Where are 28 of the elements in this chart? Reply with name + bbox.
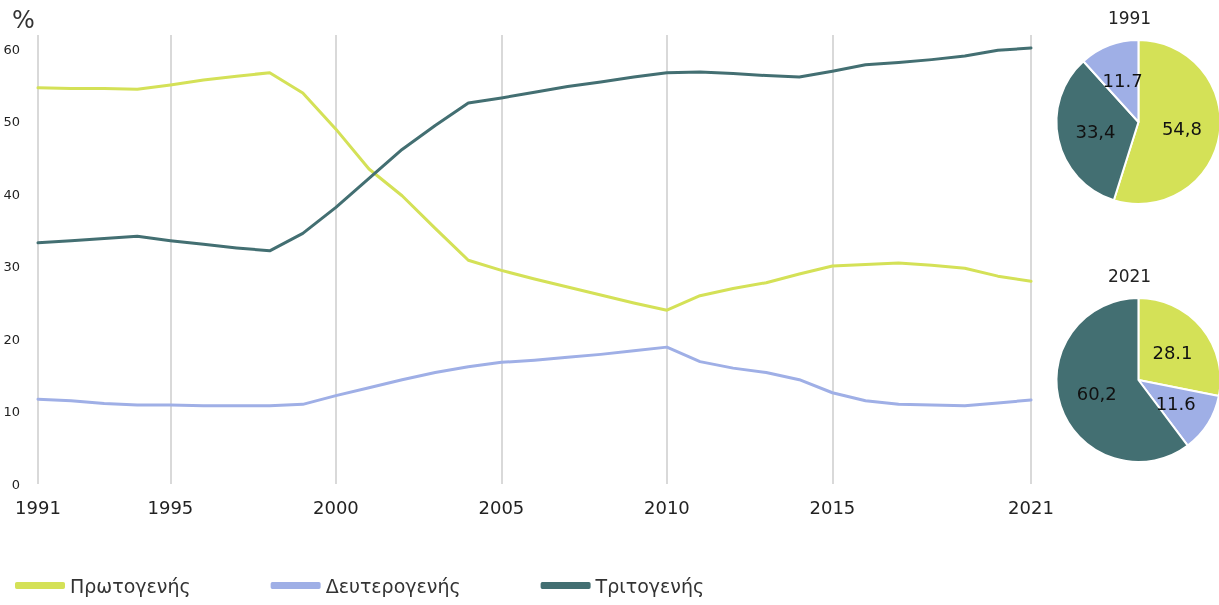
line-series: [36, 345, 1033, 408]
x-tick-label: 2015: [809, 496, 856, 518]
data-label: 33,4: [1075, 120, 1116, 142]
x-tick-label: 2010: [643, 496, 690, 518]
legend-label: Δευτερογενής: [325, 574, 461, 597]
y-tick-label: 20: [3, 331, 20, 347]
data-label: 60,2: [1076, 383, 1117, 405]
x-tick-label: 2021: [1008, 496, 1054, 518]
x-tick-label: 1991: [15, 496, 61, 518]
data-label: 54,8: [1161, 118, 1202, 140]
x-tick-label: 2000: [312, 496, 359, 518]
line-series: [36, 46, 1033, 253]
data-label: 11.6: [1155, 392, 1196, 414]
y-tick-label: 50: [3, 114, 20, 130]
y-axis-title: %: [12, 6, 35, 34]
chart-title: 1991: [1107, 7, 1152, 28]
y-tick-label: 0: [11, 476, 20, 492]
legend-label: Τριτογενής: [594, 574, 705, 597]
y-tick-label: 60: [3, 41, 20, 57]
line-series: [36, 71, 1033, 312]
y-tick-label: 30: [3, 259, 20, 275]
x-tick-label: 1995: [147, 496, 194, 518]
y-tick-label: 40: [3, 186, 20, 202]
data-label: 28.1: [1152, 341, 1193, 363]
x-tick-label: 2005: [478, 496, 525, 518]
y-tick-label: 10: [3, 404, 20, 420]
legend-label: Πρωτογενής: [70, 574, 191, 597]
chart-title: 2021: [1107, 265, 1152, 286]
